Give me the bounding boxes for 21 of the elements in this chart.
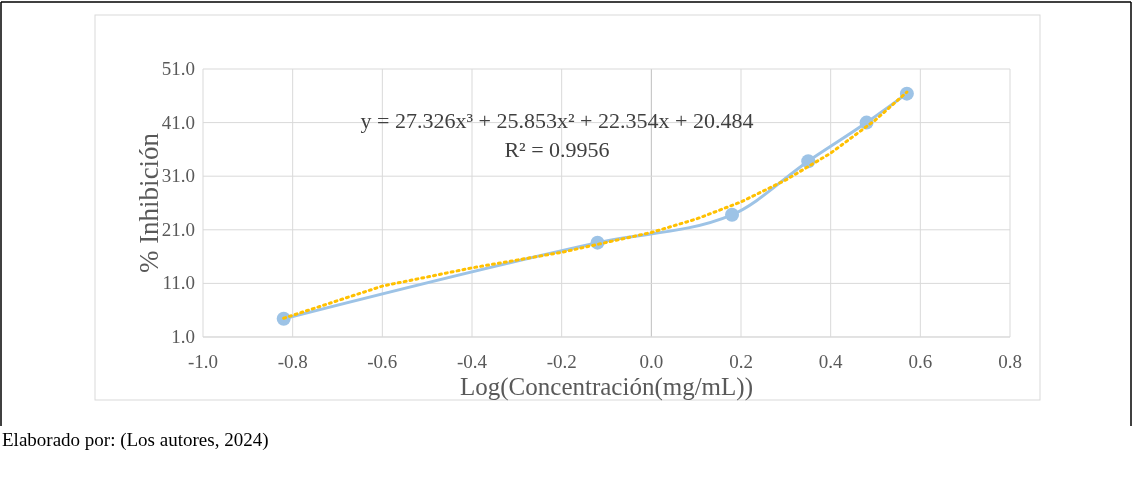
y-tick-label: 41.0	[161, 111, 195, 133]
x-tick-label: 0.6	[908, 351, 933, 372]
annotation: R² = 0.9956	[504, 137, 610, 162]
y-tick-label: 51.0	[161, 58, 195, 79]
y-tick-label: 11.0	[162, 272, 195, 294]
text: Elaborado por: (Los autores, 2024)	[2, 429, 269, 451]
y-tick-label: 1.0	[171, 326, 195, 347]
x-tick-label: -0.4	[456, 351, 488, 372]
x-tick-label: 0.2	[729, 351, 753, 372]
y-tick-label: 31.0	[161, 165, 195, 187]
y-tick-label: 21.0	[161, 218, 195, 240]
x-tick-label: -0.6	[367, 351, 398, 372]
x-tick-label: 0.4	[818, 351, 844, 372]
annotation: y = 27.326x³ + 25.853x² + 22.354x + 20.484	[360, 108, 754, 133]
x-tick-label: -0.8	[277, 351, 308, 372]
x-tick-label: -0.2	[546, 351, 577, 372]
x-tick-label: -1.0	[187, 351, 219, 372]
x-axis-title: Log(Concentración(mg/mL))	[460, 373, 753, 401]
x-tick-label: 0.8	[998, 351, 1022, 372]
x-tick-label: 0.0	[639, 351, 664, 372]
point	[725, 207, 740, 222]
